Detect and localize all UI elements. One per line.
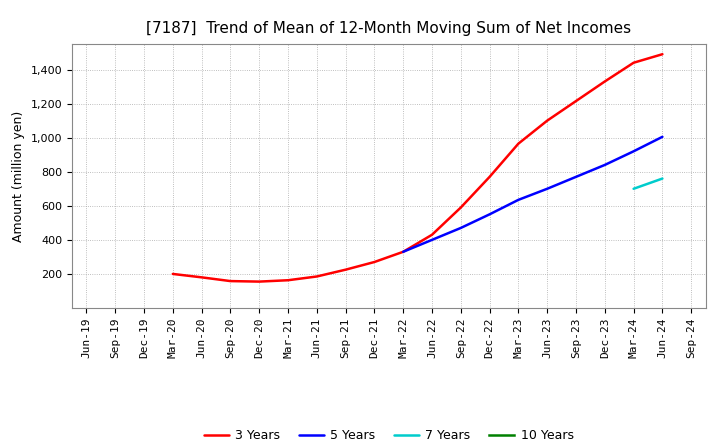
- 3 Years: [168, 271, 177, 277]
- 3 Years: [312, 274, 321, 279]
- 5 Years: [572, 174, 580, 180]
- 3 Years: [226, 279, 235, 284]
- 5 Years: [543, 186, 552, 191]
- Title: [7187]  Trend of Mean of 12-Month Moving Sum of Net Incomes: [7187] Trend of Mean of 12-Month Moving …: [146, 21, 631, 36]
- 3 Years: [543, 118, 552, 123]
- 5 Years: [600, 162, 609, 168]
- 3 Years: [514, 141, 523, 146]
- Line: 7 Years: 7 Years: [634, 179, 662, 189]
- 3 Years: [197, 275, 206, 280]
- 3 Years: [629, 60, 638, 66]
- 5 Years: [399, 249, 408, 254]
- 3 Years: [284, 278, 292, 283]
- 3 Years: [341, 267, 350, 272]
- 3 Years: [456, 205, 465, 210]
- Y-axis label: Amount (million yen): Amount (million yen): [12, 110, 25, 242]
- 5 Years: [658, 134, 667, 139]
- 3 Years: [370, 259, 379, 264]
- 5 Years: [485, 212, 494, 217]
- 3 Years: [399, 249, 408, 254]
- 5 Years: [514, 197, 523, 202]
- 3 Years: [255, 279, 264, 284]
- Line: 5 Years: 5 Years: [403, 137, 662, 252]
- 3 Years: [428, 232, 436, 238]
- 5 Years: [456, 225, 465, 231]
- Line: 3 Years: 3 Years: [173, 54, 662, 282]
- 3 Years: [658, 51, 667, 57]
- Legend: 3 Years, 5 Years, 7 Years, 10 Years: 3 Years, 5 Years, 7 Years, 10 Years: [199, 424, 579, 440]
- 7 Years: [658, 176, 667, 181]
- 3 Years: [485, 174, 494, 180]
- 7 Years: [629, 186, 638, 191]
- 3 Years: [600, 79, 609, 84]
- 5 Years: [629, 149, 638, 154]
- 5 Years: [428, 237, 436, 242]
- 3 Years: [572, 99, 580, 104]
